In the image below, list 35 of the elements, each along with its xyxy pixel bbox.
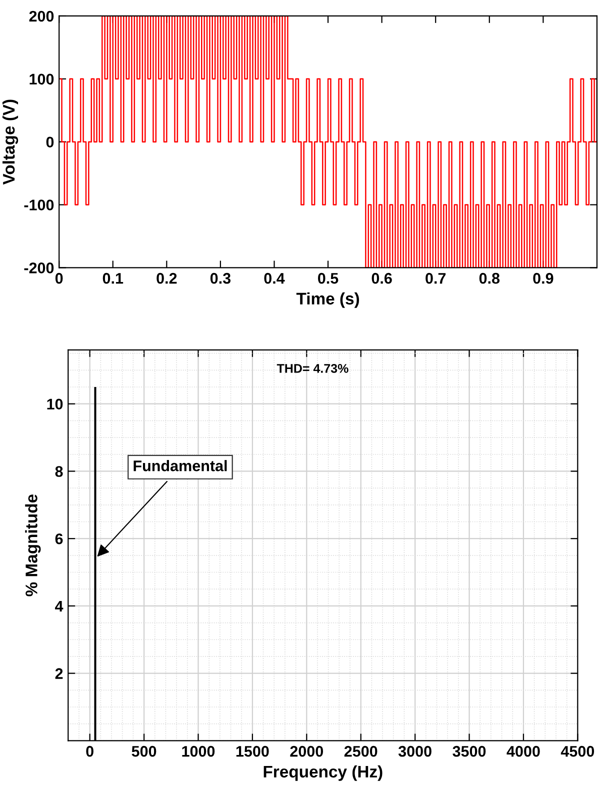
- y-tick-label: 100: [30, 74, 54, 85]
- x-tick-label: 0.4: [264, 272, 285, 284]
- x-tick-label: 4000: [506, 746, 540, 757]
- y-tick-label: 200: [29, 10, 54, 22]
- y-tick-label: -200: [24, 262, 54, 274]
- y-tick-label: 2: [55, 668, 63, 679]
- y-axis-title: % Magnitude: [25, 494, 41, 596]
- x-tick-label: 0.1: [102, 272, 124, 284]
- x-tick-label: 0.2: [156, 272, 177, 284]
- x-tick-label: 1500: [236, 746, 269, 757]
- x-tick-label: 3500: [452, 746, 486, 757]
- y-tick-label: 6: [55, 533, 63, 544]
- x-axis-title: Frequency (Hz): [264, 765, 382, 781]
- x-tick-label: 0.6: [372, 272, 392, 284]
- x-tick-label: 0.9: [533, 272, 554, 284]
- x-tick-label: 2000: [290, 746, 324, 757]
- x-tick-label: 2500: [344, 746, 378, 757]
- x-tick-label: 0.5: [318, 272, 338, 284]
- y-tick-label: 0: [46, 136, 54, 148]
- x-tick-label: 4500: [560, 746, 594, 757]
- annotation: Fundamental: [134, 460, 227, 472]
- x-tick-label: 3000: [398, 746, 432, 757]
- x-tick-label: 0.8: [479, 272, 500, 284]
- x-tick-label: 1000: [182, 746, 215, 757]
- x-tick-label: 0.3: [210, 272, 231, 284]
- y-tick-label: -100: [24, 200, 54, 210]
- x-tick-label: 0: [86, 746, 94, 757]
- annotation: THD= 4.73%: [276, 364, 348, 373]
- y-tick-label: 4: [55, 600, 64, 612]
- y-axis-title: Voltage (V): [2, 100, 18, 185]
- y-tick-label: 8: [55, 466, 63, 477]
- x-tick-label: 0.7: [426, 272, 446, 284]
- y-tick-label: 10: [47, 398, 63, 410]
- x-tick-label: 500: [132, 746, 156, 757]
- x-axis-title: Time (s): [296, 292, 360, 308]
